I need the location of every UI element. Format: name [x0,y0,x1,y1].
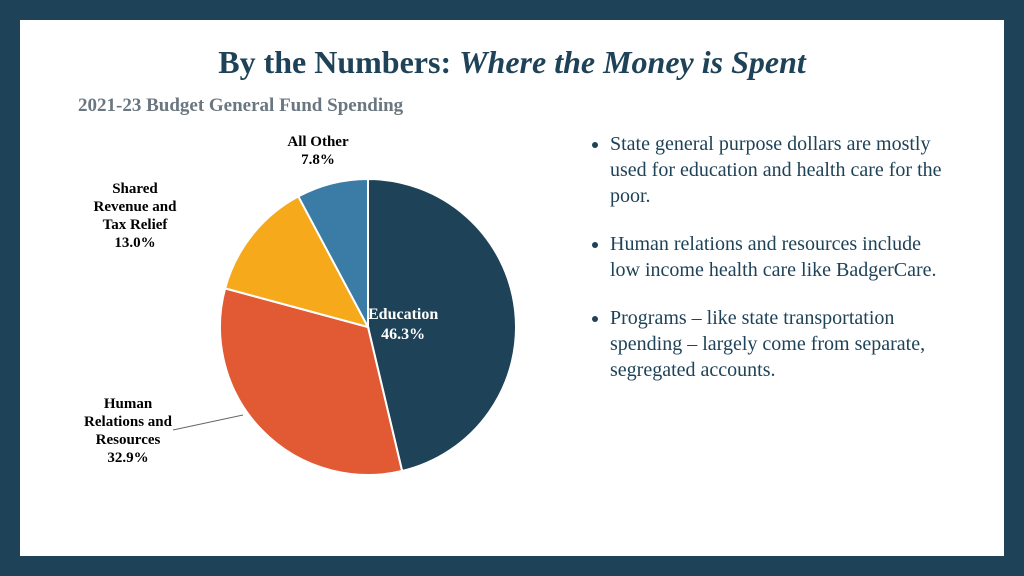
bullet-list-container: State general purpose dollars are mostly… [588,125,956,525]
slice-pct-shared: 13.0% [80,234,190,252]
chart-subtitle: 2021-23 Budget General Fund Spending [78,95,956,117]
slice-label-education: Education 46.3% [368,305,438,345]
slide-frame: By the Numbers: Where the Money is Spent… [20,20,1004,556]
title-italic: Where the Money is Spent [459,44,806,80]
slice-name-human: HumanRelations andResources [68,395,188,449]
slice-label-other: All Other 7.8% [273,133,363,169]
bullet-item: Programs – like state transportation spe… [610,305,946,383]
slice-label-shared: SharedRevenue andTax Relief 13.0% [80,180,190,252]
page-title: By the Numbers: Where the Money is Spent [68,44,956,81]
slice-pct-other: 7.8% [273,151,363,169]
content-row: Education 46.3% HumanRelations andResour… [68,125,956,525]
bullet-item: Human relations and resources include lo… [610,231,946,283]
pie-chart-area: Education 46.3% HumanRelations andResour… [68,125,548,525]
slice-name-education: Education [368,305,438,325]
bullet-item: State general purpose dollars are mostly… [610,131,946,209]
slice-pct-human: 32.9% [68,449,188,467]
slice-name-shared: SharedRevenue andTax Relief [80,180,190,234]
bullet-list: State general purpose dollars are mostly… [588,131,946,383]
slice-pct-education: 46.3% [368,325,438,345]
slice-label-human: HumanRelations andResources 32.9% [68,395,188,467]
slice-name-other: All Other [273,133,363,151]
title-bold: By the Numbers: [218,44,459,80]
